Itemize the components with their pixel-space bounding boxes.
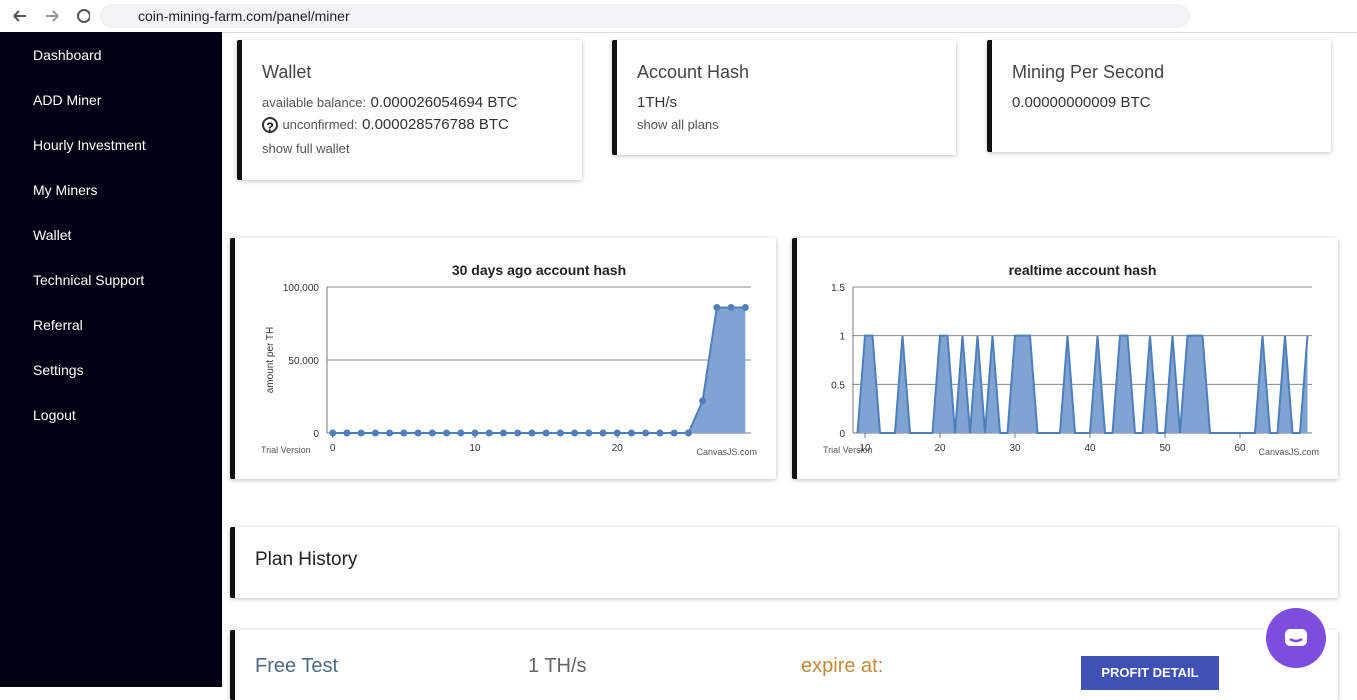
nav-item[interactable]: ADD Miner [33,92,102,108]
sidebar: Dashboard ADD Miner Hourly Investment My… [0,32,222,687]
value: 0.00000000009 BTC [1012,94,1151,111]
x-tick-label: 10 [469,443,481,454]
marker [571,429,579,437]
marker [699,397,707,405]
chart-card: realtime account hash 0 0.5 1 1.5 10 20 30 40 50 6… [792,238,1338,479]
value: 0.000026054694 BTC [370,94,518,111]
annotation: CanvasJS.com [1258,447,1319,457]
y-tick-label: 50,000 [288,356,319,367]
x-tick-label: 60 [1234,443,1246,454]
browser-bar: coin-mining-farm.com/panel/miner [0,0,1357,33]
y-tick-label: 100,000 [283,283,320,294]
marker [670,429,678,437]
marker [741,303,749,311]
y-tick-label: 0 [313,429,319,440]
plan-history-card: Plan History [230,527,1338,598]
marker [443,429,451,437]
nav-item[interactable]: Referral [33,317,83,333]
card-title: Mining Per Second [1012,62,1165,82]
plan-hash: 1 TH/s [528,655,587,677]
nav-item[interactable]: Logout [33,407,76,423]
x-tick-label: 30 [1009,443,1021,454]
marker [414,429,422,437]
x-tick-label: 20 [934,443,946,454]
nav-item[interactable]: Dashboard [33,47,102,63]
marker [400,429,408,437]
annotation: Trial Version [261,445,311,455]
wallet-card: Wallet available balance: 0.000026054694… [237,40,582,180]
marker [485,429,493,437]
marker [556,429,564,437]
nav-item[interactable]: Technical Support [33,272,145,288]
marker [642,429,650,437]
marker [343,429,351,437]
x-tick-label: 10 [859,443,871,454]
marker [457,429,465,437]
marker [684,429,692,437]
chat-button[interactable] [1266,608,1326,668]
area [332,307,746,433]
card-title: Account Hash [637,62,750,82]
label: available balance: [262,95,367,110]
label: unconfirmed: [282,117,358,132]
marker [357,429,365,437]
y-tick-label: 1 [839,332,845,343]
x-tick-label: 40 [1084,443,1096,454]
marker [428,429,436,437]
nav-item[interactable]: My Miners [33,182,98,198]
nav-item[interactable]: Hourly Investment [33,137,146,153]
chart: realtime account hash 0 0.5 1 1.5 10 20 30 40 50 6… [823,262,1319,457]
marker [656,429,664,437]
y-axis-label: amount per TH [265,327,276,394]
profit-button[interactable]: PROFIT DETAIL [1081,656,1219,690]
annotation: Trial Version [823,445,873,455]
marker [613,429,621,437]
url[interactable]: coin-mining-farm.com/panel/miner [100,4,1190,28]
line [856,334,1309,434]
marker [713,303,721,311]
y-tick-label: 1.5 [831,283,845,294]
card-title: Wallet [262,62,312,82]
marker [386,429,394,437]
chart-card: 30 days ago account hash amount per TH 0 50… [230,238,776,479]
marker [514,429,522,437]
annotation: CanvasJS.com [696,447,757,457]
plan-row: Free Test 1 TH/s expire at: PROFIT DETAI… [230,630,1338,700]
nav-icons[interactable] [10,6,90,26]
marker [499,429,507,437]
chart-title: 30 days ago account hash [452,262,626,278]
marker [528,429,536,437]
help-icon[interactable]: ? [262,116,278,134]
y-tick-label: 0.5 [831,380,845,391]
marker [727,303,735,311]
mps-card: Mining Per Second 0.00000000009 BTC [987,40,1331,152]
chart-title: realtime account hash [1009,262,1157,278]
marker [471,429,479,437]
y-tick-label: 0 [839,429,845,440]
link[interactable]: show full wallet [262,141,350,156]
plan-name: Free Test [255,655,338,677]
marker [599,429,607,437]
marker [542,429,550,437]
line [332,306,746,434]
section-title: Plan History [255,549,358,570]
marker [627,429,635,437]
area [857,335,1308,433]
link[interactable]: show all plans [637,117,719,132]
hash-card: Account Hash 1TH/s show all plans [612,40,956,155]
chart: 30 days ago account hash amount per TH 0 50… [261,262,757,457]
value: 1TH/s [637,94,678,111]
marker [329,429,337,437]
nav-item[interactable]: Settings [33,362,84,378]
nav-item[interactable]: Wallet [33,227,72,243]
plan-expire: expire at: [801,655,884,677]
x-tick-label: 0 [330,443,336,454]
value: 0.000028576788 BTC [362,116,509,133]
x-tick-label: 50 [1159,443,1171,454]
marker [371,429,379,437]
x-tick-label: 20 [612,443,624,454]
marker [585,429,593,437]
